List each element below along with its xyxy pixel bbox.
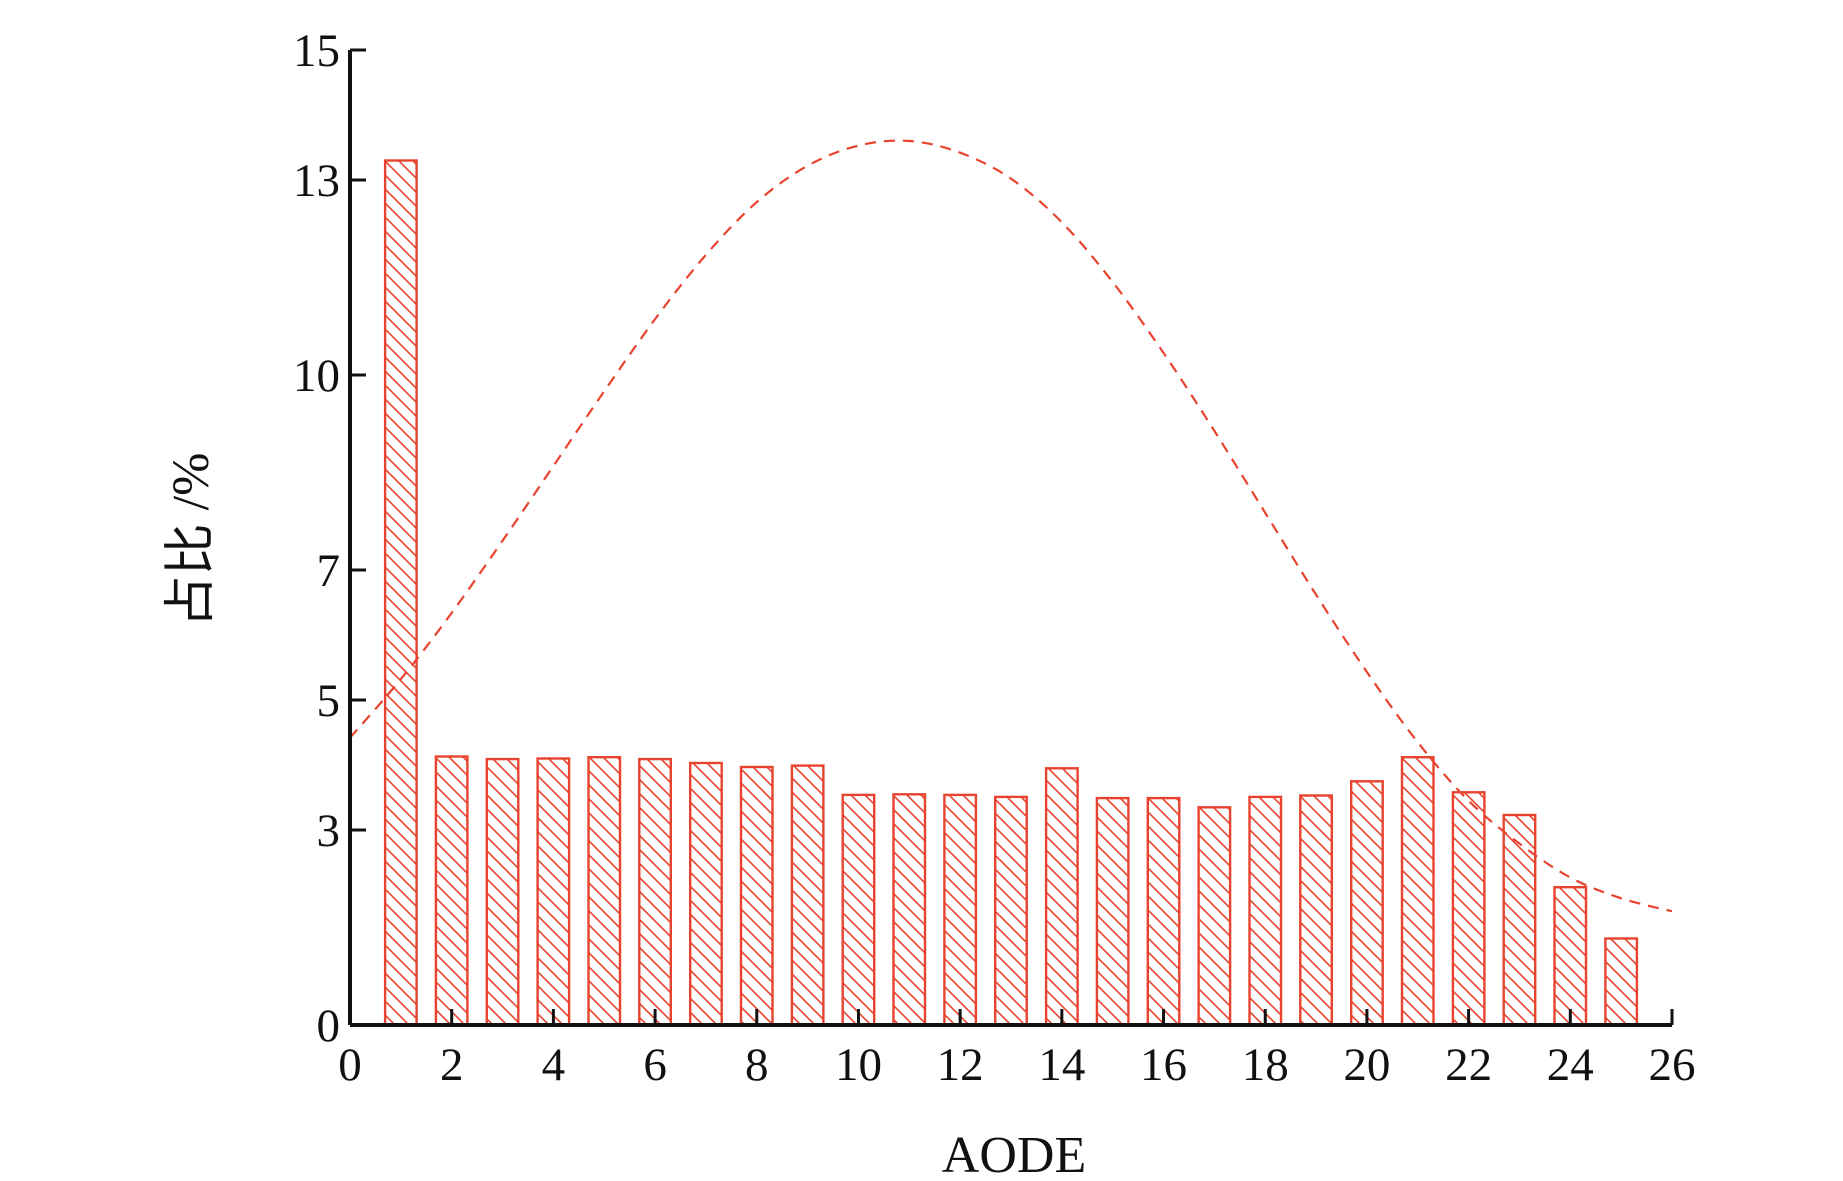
bar-13 [994,795,1028,1027]
x-tick-label-24: 24 [1547,1039,1594,1091]
x-tick-label-0: 0 [338,1039,362,1091]
bar-5 [587,756,622,1027]
y-tick-label-7: 7 [317,545,341,597]
x-tick-label-26: 26 [1649,1039,1696,1091]
bar-25 [1604,937,1639,1027]
bar-19 [1299,794,1334,1027]
bar-8 [739,765,774,1027]
y-tick-label-5: 5 [317,675,341,727]
x-tick-label-18: 18 [1242,1039,1289,1091]
x-tick-label-8: 8 [745,1039,769,1091]
x-tick-label-10: 10 [835,1039,882,1091]
axes-layer [348,50,1672,1027]
y-tick-label-15: 15 [293,25,340,77]
bar-12 [943,793,978,1027]
y-tick-label-3: 3 [317,805,341,857]
bar-23 [1502,813,1537,1027]
bar-18 [1248,795,1283,1027]
bar-4 [536,757,571,1027]
x-tick-label-20: 20 [1343,1039,1390,1091]
bars-layer [383,159,1639,1027]
curve-layer [349,139,1673,913]
x-tick-label-6: 6 [643,1039,667,1091]
bar-1 [383,159,418,1027]
y-tick-label-10: 10 [293,350,340,402]
x-tick-label-14: 14 [1038,1039,1085,1091]
fit-curve [349,139,1673,913]
x-tick-label-12: 12 [937,1039,984,1091]
y-tick-label-13: 13 [293,155,340,207]
bar-11 [892,793,927,1027]
bar-17 [1197,806,1232,1027]
x-tick-label-4: 4 [542,1039,566,1091]
y-tick-label-0: 0 [317,1000,341,1052]
bar-10 [841,793,876,1027]
bar-3 [485,757,520,1027]
bar-22 [1451,791,1486,1027]
x-axis-title: AODE [942,1127,1086,1181]
bar-6 [638,757,672,1027]
bar-7 [689,761,723,1027]
bar-14 [1044,767,1079,1027]
x-tick-label-22: 22 [1445,1039,1492,1091]
bar-9 [790,764,825,1027]
x-tick-label-2: 2 [440,1039,464,1091]
bar-24 [1553,886,1588,1027]
x-tick-label-16: 16 [1140,1039,1187,1091]
bar-2 [434,755,469,1027]
y-axis-title: 占比 /% [163,453,220,628]
bar-21 [1400,756,1435,1027]
bar-16 [1146,796,1181,1027]
bar-15 [1095,796,1130,1027]
bar-20 [1349,780,1384,1027]
